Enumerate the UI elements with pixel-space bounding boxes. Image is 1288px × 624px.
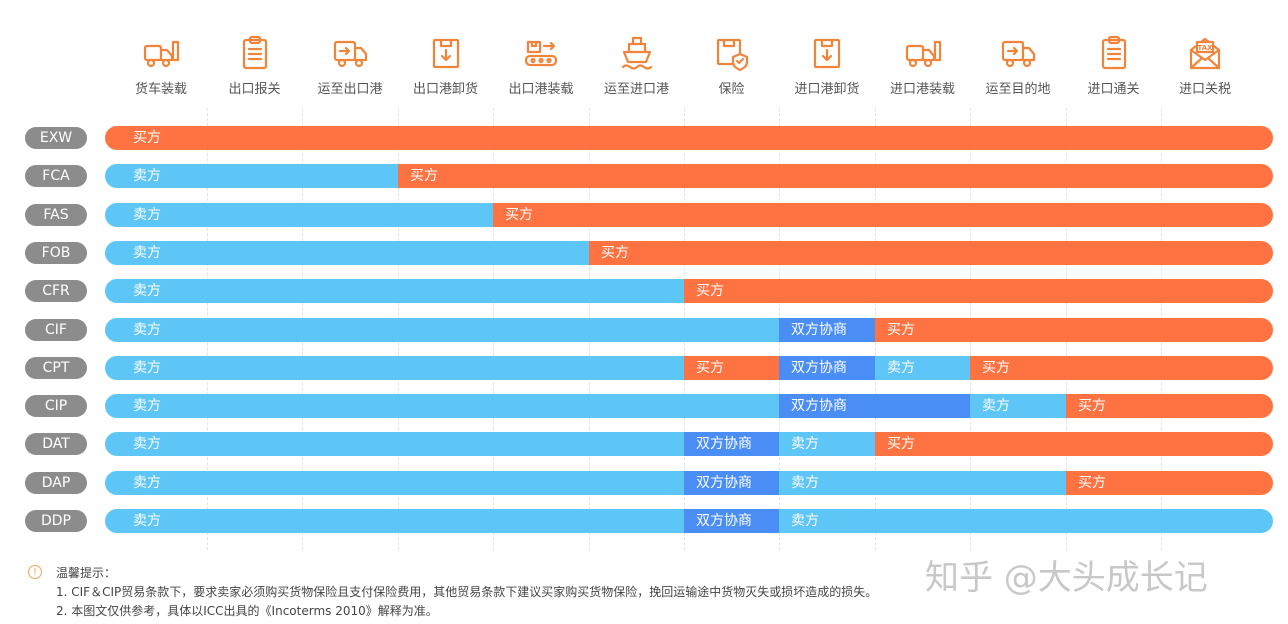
segment-seller: 卖方: [105, 240, 589, 265]
segment-seller: 卖方: [105, 164, 398, 189]
segment-both: 双方协商: [779, 394, 970, 419]
segment-seller: 卖方: [105, 355, 684, 380]
segment-seller: 卖方: [105, 317, 779, 342]
segment-buyer: 买方: [970, 355, 1273, 380]
step-label: 出口港卸货: [412, 82, 478, 97]
segment-seller: 卖方: [779, 432, 875, 457]
term-label: CIP: [25, 395, 87, 418]
segment-buyer: 买方: [493, 202, 1273, 227]
notes-title: 温馨提示：: [56, 566, 117, 580]
segment-both: 双方协商: [779, 355, 875, 380]
step-header: 运至目的地: [970, 34, 1066, 97]
box-unload-icon: [432, 38, 459, 69]
segment-seller: 卖方: [105, 470, 684, 495]
segment-buyer: 买方: [398, 164, 1273, 189]
term-label: FAS: [25, 203, 87, 226]
segment-buyer: 买方: [105, 126, 1273, 150]
segment-buyer: 买方: [875, 317, 1273, 342]
segment-both: 双方协商: [684, 509, 779, 533]
term-label: CFR: [25, 280, 87, 303]
segment-seller: 卖方: [875, 355, 970, 380]
term-label: CIF: [25, 318, 87, 341]
step-label: 进口港装载: [889, 82, 955, 97]
term-label: EXW: [25, 127, 87, 149]
notes: ! 温馨提示： 1. CIF＆CIP贸易条款下，要求卖家必须购买货物保险且支付保…: [28, 564, 877, 621]
step-label: 运至目的地: [985, 82, 1051, 97]
note-item: 1. CIF＆CIP贸易条款下，要求卖家必须购买货物保险且支付保险费用，其他贸易…: [56, 585, 878, 599]
step-label: 进口关税: [1178, 82, 1231, 97]
step-label: 运至出口港: [317, 82, 383, 97]
segment-both: 双方协商: [779, 317, 875, 342]
step-header: 保险: [684, 34, 780, 97]
segment-buyer: 买方: [684, 355, 779, 380]
term-label: DAP: [25, 471, 87, 494]
segment-seller: 卖方: [779, 509, 1273, 533]
segment-buyer: 买方: [1066, 394, 1273, 419]
clipboard-icon: [242, 35, 267, 70]
step-label: 出口港装载: [508, 82, 574, 97]
step-header: 出口报关: [207, 34, 303, 97]
step-label: 出口报关: [228, 82, 281, 97]
note-item: 2. 本图文仅供参考，具体以ICC出具的《Incoterms 2010》解释为准…: [56, 604, 438, 618]
segment-seller: 卖方: [779, 470, 1066, 495]
step-header: 进口港装载: [875, 34, 971, 97]
insurance-box-icon: [716, 38, 748, 72]
delivery-truck-icon: [333, 40, 368, 68]
step-label: 进口港卸货: [794, 82, 860, 97]
term-label: FOB: [25, 241, 87, 264]
term-label: CPT: [25, 356, 87, 379]
segment-seller: 卖方: [105, 279, 684, 304]
ship-icon: [621, 36, 652, 70]
segment-seller: 卖方: [105, 509, 684, 533]
step-label: 运至进口港: [603, 82, 669, 97]
segment-seller: 卖方: [970, 394, 1066, 419]
step-header: 进口港卸货: [779, 34, 875, 97]
term-label: DAT: [25, 433, 87, 456]
term-label: FCA: [25, 165, 87, 188]
segment-seller: 卖方: [105, 202, 493, 227]
step-header: 出口港卸货: [398, 34, 494, 97]
truck-loading-icon: [143, 40, 180, 68]
segment-seller: 卖方: [105, 394, 779, 419]
step-header: 货车装载: [113, 34, 209, 97]
step-label: 货车装载: [134, 82, 187, 97]
segment-buyer: 买方: [684, 279, 1273, 304]
watermark: 知乎 @大头成长记: [925, 558, 1208, 598]
clipboard-icon: [1101, 35, 1126, 70]
step-header: 进口通关: [1066, 34, 1162, 97]
step-header: TAX 进口关税: [1157, 34, 1253, 97]
segment-seller: 卖方: [105, 432, 684, 457]
segment-both: 双方协商: [684, 432, 779, 457]
segment-buyer: 买方: [589, 240, 1273, 265]
conveyor-icon: [524, 40, 558, 67]
step-label: 进口通关: [1087, 82, 1140, 97]
truck-loading-icon: [905, 40, 941, 68]
info-icon: !: [28, 565, 42, 579]
step-header: 运至进口港: [589, 34, 685, 97]
segment-buyer: 买方: [875, 432, 1273, 457]
segment-both: 双方协商: [684, 470, 779, 495]
delivery-truck-icon: [1001, 40, 1036, 68]
box-unload-icon: [813, 38, 841, 69]
step-header: 出口港装载: [493, 34, 589, 97]
step-label: 保险: [718, 82, 745, 97]
segment-buyer: 买方: [1066, 470, 1273, 495]
step-header: 运至出口港: [302, 34, 398, 97]
term-label: DDP: [25, 510, 87, 532]
svg-text:TAX: TAX: [1197, 44, 1213, 52]
tax-envelope-icon: TAX: [1189, 37, 1221, 70]
